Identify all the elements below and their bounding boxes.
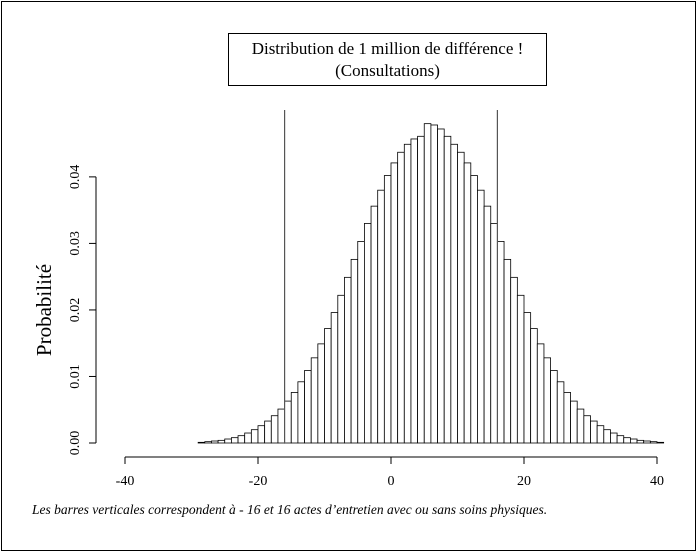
y-tick-label: 0.02 xyxy=(68,298,83,323)
histogram-bar xyxy=(450,143,458,444)
histogram-bar xyxy=(197,441,206,444)
histogram-bar xyxy=(230,437,239,444)
histogram-bar xyxy=(204,441,212,444)
x-tick-label: 40 xyxy=(650,474,664,489)
histogram-bar xyxy=(630,438,638,444)
y-tick-label: 0.00 xyxy=(68,431,83,456)
histogram-bar xyxy=(297,381,305,444)
histogram-bar xyxy=(217,439,226,444)
histogram-bar xyxy=(284,400,292,444)
histogram-bar xyxy=(403,143,412,444)
histogram-bar xyxy=(463,162,472,444)
figure-caption: Les barres verticales correspondent à - … xyxy=(32,502,548,517)
histogram-bar xyxy=(417,135,425,444)
histogram-bar xyxy=(250,429,259,444)
histogram-bar xyxy=(337,294,345,444)
histogram-bar xyxy=(397,151,405,444)
histogram-bar xyxy=(656,441,665,444)
histogram-bar xyxy=(496,241,505,444)
histogram-bar xyxy=(370,205,379,444)
histogram-bar xyxy=(224,438,232,444)
histogram-bar xyxy=(264,420,272,444)
y-tick-label: 0.03 xyxy=(68,231,83,256)
histogram-bar xyxy=(530,328,538,444)
histogram-bar xyxy=(643,440,651,444)
histogram-bar xyxy=(516,294,525,444)
histogram-bar xyxy=(310,357,319,444)
histogram-bar xyxy=(350,258,359,444)
histogram-bar xyxy=(523,312,532,444)
histogram-bar xyxy=(576,408,585,444)
histogram-bar xyxy=(317,343,325,444)
chart-title: Distribution de 1 million de différence … xyxy=(251,39,524,58)
axes: -40 -20 0 20 40 0.00 0.01 0.02 0.03 0.04 xyxy=(68,165,664,489)
histogram-bar xyxy=(257,425,266,444)
histogram-bar xyxy=(390,162,399,444)
y-axis-label: Probabilité xyxy=(32,264,56,356)
histogram-bar xyxy=(383,175,392,444)
y-tick-label: 0.04 xyxy=(68,165,83,190)
chart-subtitle: (Consultations) xyxy=(335,61,440,80)
histogram-bar xyxy=(556,381,565,444)
x-tick-label: 0 xyxy=(388,474,395,489)
histogram-bars xyxy=(197,123,665,444)
histogram-bar xyxy=(550,370,558,444)
histogram-bar xyxy=(649,441,658,444)
histogram-bar xyxy=(410,138,419,444)
histogram-bar xyxy=(304,370,312,444)
histogram-bar xyxy=(590,420,598,444)
histogram-bar xyxy=(324,328,332,444)
histogram-bar xyxy=(583,415,591,444)
histogram-bar xyxy=(563,392,571,444)
histogram-bar xyxy=(470,175,478,444)
histogram-bar xyxy=(510,276,518,444)
histogram-bar xyxy=(477,189,485,444)
histogram-bar xyxy=(543,357,552,444)
histogram-bar xyxy=(270,415,279,444)
y-tick-label: 0.01 xyxy=(68,364,83,389)
histogram-bar xyxy=(344,276,352,444)
histogram-bar xyxy=(430,124,438,444)
histogram-bar xyxy=(443,135,452,444)
histogram-bar xyxy=(330,312,339,444)
histogram-bar xyxy=(290,392,299,444)
histogram-bar xyxy=(357,241,365,444)
histogram-bar xyxy=(237,435,246,444)
histogram-bar xyxy=(603,429,611,444)
histogram-bar xyxy=(457,151,465,444)
histogram-bar xyxy=(363,223,372,444)
histogram-bar xyxy=(610,432,618,444)
histogram-bar xyxy=(437,128,445,444)
histogram-bar xyxy=(277,408,286,444)
x-tick-label: -20 xyxy=(249,474,268,489)
histogram-bar xyxy=(536,343,545,444)
histogram-bar xyxy=(570,400,578,444)
histogram-bar xyxy=(244,432,252,444)
chart-title-box: Distribution de 1 million de différence … xyxy=(228,33,547,86)
histogram-bar xyxy=(490,223,498,444)
x-tick-label: 20 xyxy=(517,474,531,489)
histogram-bar xyxy=(211,440,219,444)
histogram-bar xyxy=(596,425,605,444)
histogram-bar xyxy=(636,439,645,444)
histogram-bar xyxy=(616,435,625,444)
histogram-bar xyxy=(483,205,492,444)
histogram-bar xyxy=(503,258,512,444)
histogram-bar xyxy=(423,123,432,444)
reference-lines xyxy=(284,110,498,443)
x-tick-label: -40 xyxy=(116,474,135,489)
histogram-bar xyxy=(377,189,385,444)
histogram-bar xyxy=(623,437,631,444)
